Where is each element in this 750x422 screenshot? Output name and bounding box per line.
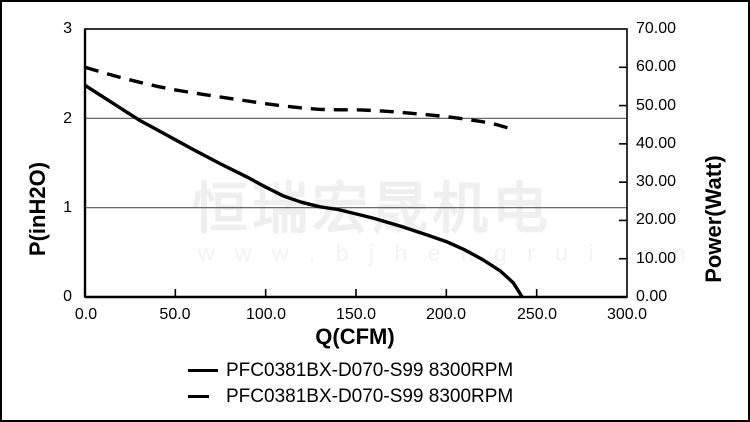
watermark-brand-text: 恒瑞宏晟机电 bbox=[192, 177, 552, 240]
left-axis-tick-0: 0 bbox=[63, 288, 72, 305]
x-axis-tick-250: 250.0 bbox=[516, 306, 558, 323]
dashed-line-icon bbox=[188, 394, 226, 398]
legend-item-pressure-curve: PFC0381BX-D070-S99 8300RPM bbox=[188, 357, 513, 383]
right-axis-tick-50: 50.00 bbox=[636, 97, 677, 114]
right-axis-tick-40: 40.00 bbox=[636, 135, 677, 152]
right-axis-tick-20: 20.00 bbox=[636, 211, 677, 228]
right-axis-tick-60: 60.00 bbox=[636, 58, 677, 75]
x-axis-tick-150: 150.0 bbox=[335, 306, 377, 323]
legend: PFC0381BX-D070-S99 8300RPM PFC0381BX-D07… bbox=[188, 357, 513, 409]
x-axis-tick-200: 200.0 bbox=[425, 306, 467, 323]
right-axis-tick-70: 70.00 bbox=[636, 20, 677, 37]
left-axis-tick-1: 1 bbox=[63, 199, 72, 216]
right-axis-tick-30: 30.00 bbox=[636, 173, 677, 190]
right-axis-title: Power(Watt) bbox=[701, 155, 726, 283]
right-axis-tick-10: 10.00 bbox=[636, 250, 677, 267]
x-axis-tick-50: 50.0 bbox=[159, 306, 191, 323]
x-axis-tick-100: 100.0 bbox=[245, 306, 287, 323]
legend-label: PFC0381BX-D070-S99 8300RPM bbox=[226, 359, 514, 381]
legend-item-power-curve: PFC0381BX-D070-S99 8300RPM bbox=[188, 383, 513, 409]
solid-line-icon bbox=[188, 368, 226, 372]
right-axis-tick-0: 0.00 bbox=[636, 288, 668, 305]
x-axis-tick-0: 0.0 bbox=[74, 306, 98, 323]
legend-label: PFC0381BX-D070-S99 8300RPM bbox=[226, 385, 514, 407]
x-axis-title: Q(CFM) bbox=[315, 324, 395, 349]
left-axis-tick-2: 2 bbox=[63, 110, 72, 127]
left-axis-title: P(inH2O) bbox=[25, 161, 50, 257]
left-axis-tick-3: 3 bbox=[63, 20, 72, 37]
x-axis-tick-300: 300.0 bbox=[606, 306, 648, 323]
